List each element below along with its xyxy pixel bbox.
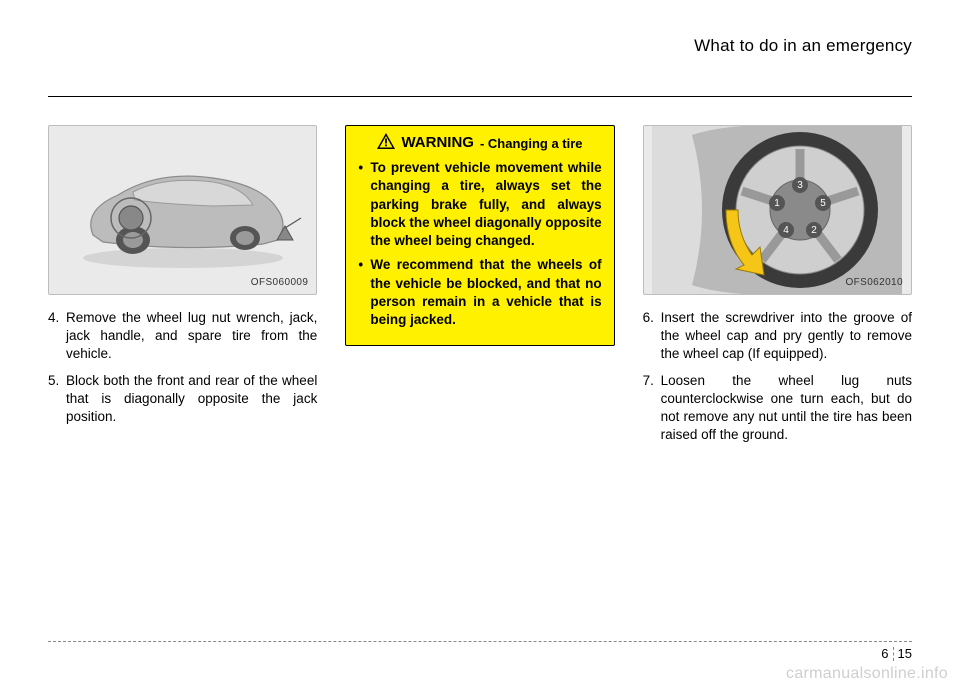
list-item: • To prevent vehicle movement while chan… xyxy=(358,159,601,250)
warning-label: WARNING xyxy=(401,133,474,153)
warning-list: • To prevent vehicle movement while chan… xyxy=(358,159,601,329)
figure-caption: OFS060009 xyxy=(251,277,309,288)
svg-text:3: 3 xyxy=(798,180,804,191)
car-illustration xyxy=(63,140,303,280)
step-text: Loosen the wheel lug nuts counterclockwi… xyxy=(661,372,912,445)
column-2: WARNING - Changing a tire • To prevent v… xyxy=(345,125,614,453)
section-title: What to do in an emergency xyxy=(694,36,912,56)
column-3: 3 5 2 4 1 OFS062010 6. Insert the screwd… xyxy=(643,125,912,453)
page-numbers: 6 15 xyxy=(48,646,912,661)
page-section-number: 6 xyxy=(881,646,888,661)
list-item: 4. Remove the wheel lug nut wrench, jack… xyxy=(48,309,317,364)
warning-box: WARNING - Changing a tire • To prevent v… xyxy=(345,125,614,346)
svg-text:4: 4 xyxy=(784,225,790,236)
watermark: carmanualsonline.info xyxy=(786,665,948,683)
warning-text: To prevent vehicle movement while changi… xyxy=(370,159,601,250)
step-list-1: 4. Remove the wheel lug nut wrench, jack… xyxy=(48,309,317,426)
step-text: Insert the screwdriver into the groove o… xyxy=(661,309,912,364)
footer-rule xyxy=(48,641,912,642)
list-item: 5. Block both the front and rear of the … xyxy=(48,372,317,427)
step-text: Remove the wheel lug nut wrench, jack, j… xyxy=(66,309,317,364)
footer: 6 15 xyxy=(48,641,912,661)
figure-caption: OFS062010 xyxy=(845,277,903,288)
page-sep xyxy=(893,647,894,661)
list-item: • We recommend that the wheels of the ve… xyxy=(358,256,601,329)
bullet-icon: • xyxy=(358,256,370,329)
wheel-illustration: 3 5 2 4 1 xyxy=(652,125,902,295)
header-rule xyxy=(48,96,912,97)
step-number: 6. xyxy=(643,309,661,364)
step-number: 7. xyxy=(643,372,661,445)
step-number: 5. xyxy=(48,372,66,427)
warning-icon xyxy=(377,133,395,154)
step-number: 4. xyxy=(48,309,66,364)
page: What to do in an emergency xyxy=(0,0,960,689)
step-text: Block both the front and rear of the whe… xyxy=(66,372,317,427)
warning-heading: WARNING - Changing a tire xyxy=(358,133,601,154)
column-1: OFS060009 4. Remove the wheel lug nut wr… xyxy=(48,125,317,453)
svg-text:5: 5 xyxy=(821,198,827,209)
header-row: What to do in an emergency xyxy=(48,36,912,66)
page-number: 15 xyxy=(898,646,912,661)
step-list-2: 6. Insert the screwdriver into the groov… xyxy=(643,309,912,445)
list-item: 7. Loosen the wheel lug nuts countercloc… xyxy=(643,372,912,445)
list-item: 6. Insert the screwdriver into the groov… xyxy=(643,309,912,364)
svg-text:1: 1 xyxy=(775,198,781,209)
svg-text:2: 2 xyxy=(812,225,818,236)
warning-subtitle: - Changing a tire xyxy=(480,135,583,153)
columns: OFS060009 4. Remove the wheel lug nut wr… xyxy=(48,125,912,453)
bullet-icon: • xyxy=(358,159,370,250)
warning-text: We recommend that the wheels of the vehi… xyxy=(370,256,601,329)
figure-car-jack: OFS060009 xyxy=(48,125,317,295)
figure-wheel: 3 5 2 4 1 OFS062010 xyxy=(643,125,912,295)
